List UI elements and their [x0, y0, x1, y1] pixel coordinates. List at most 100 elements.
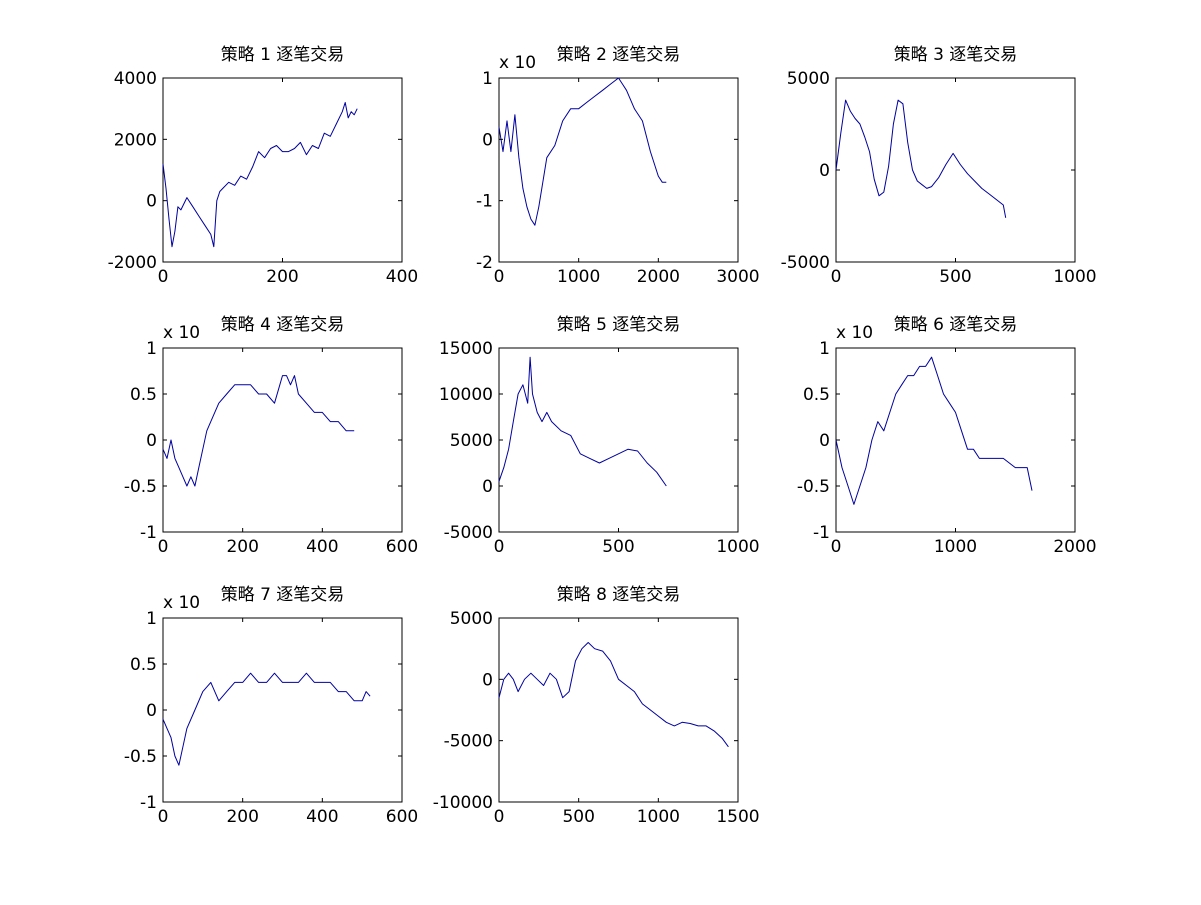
y-tick-label: 0: [146, 701, 157, 721]
y-tick-label: 5000: [450, 609, 493, 629]
x-tick-label: 0: [158, 537, 169, 557]
y-tick-label: -1: [140, 523, 157, 543]
y-tick-label: 0.5: [130, 655, 157, 675]
axis-multiplier: x 10: [836, 323, 873, 343]
plot-area: [835, 77, 1076, 263]
x-tick-label: 0: [831, 537, 842, 557]
y-tick-label: 0.5: [130, 385, 157, 405]
x-tick-label: 200: [266, 267, 298, 287]
subplot-4: 0 200 400 600 -1 -0.5 0 0.5 1 策略 4 逐笔交易 x 10: [124, 315, 418, 557]
x-tick-label: 1000: [557, 267, 600, 287]
series-line: [498, 642, 729, 748]
series-line: [162, 672, 371, 766]
subplot-title: 策略 2 逐笔交易: [557, 45, 681, 65]
x-tick-label: 0: [494, 537, 505, 557]
x-tick-label: 1500: [716, 807, 759, 827]
y-tick-label: -5000: [781, 253, 830, 273]
y-tick-label: -0.5: [797, 477, 830, 497]
y-tick-label: 10000: [439, 385, 493, 405]
y-tick-label: -1: [813, 523, 830, 543]
y-tick-label: 1: [482, 69, 493, 89]
x-tick-label: 0: [494, 267, 505, 287]
series-line: [162, 102, 358, 248]
x-tick-label: 1000: [1053, 267, 1096, 287]
series-line: [498, 356, 667, 487]
x-tick-label: 600: [386, 537, 418, 557]
axis-multiplier: x 10: [499, 53, 536, 73]
x-tick-label: 400: [386, 267, 418, 287]
plot-area: [498, 77, 739, 263]
y-tick-label: -2000: [108, 253, 157, 273]
y-tick-label: -10000: [433, 793, 493, 813]
axis-multiplier: x 10: [163, 593, 200, 613]
y-tick-label: 1: [146, 609, 157, 629]
subplot-8: 0 500 1000 1500 -10000 -5000 0 5000 策略 8 逐笔交易: [433, 585, 760, 827]
x-tick-label: 500: [602, 537, 634, 557]
x-tick-label: 0: [494, 807, 505, 827]
y-tick-label: 5000: [787, 69, 830, 89]
y-tick-label: 15000: [439, 339, 493, 359]
y-tick-label: 1: [819, 339, 830, 359]
subplot-title: 策略 8 逐笔交易: [557, 585, 681, 605]
series-line: [835, 99, 1007, 218]
x-tick-label: 0: [158, 807, 169, 827]
x-tick-label: 1000: [716, 537, 759, 557]
plot-area: [162, 617, 403, 803]
y-tick-label: 0: [482, 130, 493, 150]
plot-area: [835, 347, 1076, 533]
y-tick-label: 4000: [114, 69, 157, 89]
subplot-2: 0 1000 2000 3000 -2 -1 0 1 策略 2 逐笔交易 x 10: [476, 45, 760, 287]
x-tick-label: 1000: [637, 807, 680, 827]
x-tick-label: 2000: [1053, 537, 1096, 557]
x-tick-label: 1000: [934, 537, 977, 557]
subplot-title: 策略 7 逐笔交易: [221, 585, 345, 605]
x-tick-label: 200: [226, 537, 258, 557]
subplot-7: 0 200 400 600 -1 -0.5 0 0.5 1 策略 7 逐笔交易 x 10: [124, 585, 418, 827]
axis-multiplier: x 10: [163, 323, 200, 343]
y-tick-label: 1: [146, 339, 157, 359]
y-tick-label: -1: [476, 192, 493, 212]
subplot-title: 策略 1 逐笔交易: [221, 45, 345, 65]
x-tick-label: 2000: [637, 267, 680, 287]
x-tick-label: 0: [158, 267, 169, 287]
series-line: [835, 356, 1033, 505]
x-tick-label: 200: [226, 807, 258, 827]
series-line: [162, 375, 355, 487]
y-tick-label: 0: [146, 431, 157, 451]
y-tick-label: 0: [146, 192, 157, 212]
x-tick-label: 600: [386, 807, 418, 827]
y-tick-label: 0: [482, 670, 493, 690]
x-tick-label: 400: [306, 537, 338, 557]
y-tick-label: 2000: [114, 130, 157, 150]
x-tick-label: 500: [562, 807, 594, 827]
y-tick-label: -5000: [444, 523, 493, 543]
plot-area: [498, 617, 739, 803]
y-tick-label: 0: [819, 161, 830, 181]
x-tick-label: 3000: [716, 267, 759, 287]
y-tick-label: 0: [819, 431, 830, 451]
subplot-title: 策略 3 逐笔交易: [894, 45, 1018, 65]
x-tick-label: 500: [939, 267, 971, 287]
x-tick-label: 0: [831, 267, 842, 287]
y-tick-label: 5000: [450, 431, 493, 451]
series-line: [498, 77, 667, 226]
y-tick-label: -0.5: [124, 477, 157, 497]
subplot-title: 策略 6 逐笔交易: [894, 315, 1018, 335]
plot-area: [162, 77, 403, 263]
y-tick-label: -1: [140, 793, 157, 813]
y-tick-label: 0.5: [803, 385, 830, 405]
subplot-title: 策略 4 逐笔交易: [221, 315, 345, 335]
y-tick-label: -0.5: [124, 747, 157, 767]
subplot-6: 0 1000 2000 -1 -0.5 0 0.5 1 策略 6 逐笔交易 x 10: [797, 315, 1097, 557]
subplot-title: 策略 5 逐笔交易: [557, 315, 681, 335]
y-tick-label: -2: [476, 253, 493, 273]
plot-area: [162, 347, 403, 533]
plot-area: [498, 347, 739, 533]
x-tick-label: 400: [306, 807, 338, 827]
y-tick-label: -5000: [444, 732, 493, 752]
